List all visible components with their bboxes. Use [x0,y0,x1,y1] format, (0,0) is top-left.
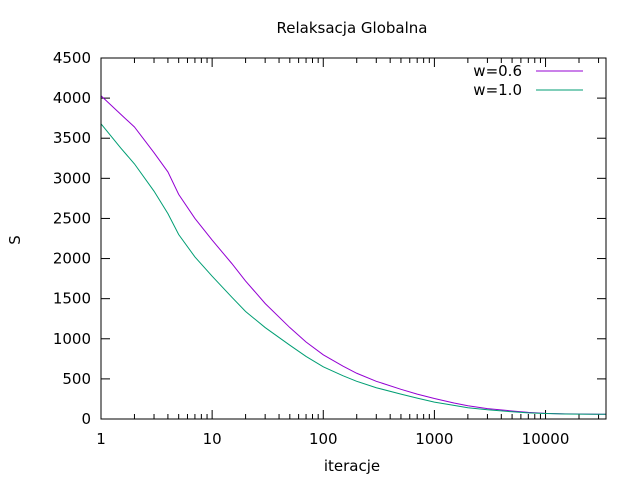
y-axis-label: S [6,235,24,245]
series-group [100,95,606,415]
plot-frame [100,57,607,420]
x-tick-label: 100 [309,430,338,448]
chart-title: Relaksacja Globalna [277,19,428,37]
y-tick-label: 2000 [53,250,91,268]
y-tick-label: 2500 [53,209,91,227]
y-tick-label: 3000 [53,169,91,187]
series-line-1 [100,123,606,415]
y-tick-label: 1000 [53,330,91,348]
x-tick-label: 10000 [522,430,570,448]
series-line-0 [100,95,606,415]
legend-label: w=0.6 [473,62,522,80]
y-tick-label: 4500 [53,49,91,67]
y-tick-label: 4000 [53,89,91,107]
legend-label: w=1.0 [473,81,522,99]
x-tick-label: 10 [203,430,222,448]
x-tick-label: 1 [96,430,106,448]
legend: w=0.6w=1.0 [473,62,583,99]
y-tick-label: 500 [62,370,91,388]
y-tick-label: 1500 [53,290,91,308]
x-tick-label: 1000 [415,430,453,448]
axis-ticks: 0 500 1000 1500 2000 2500 3000 3500 4000 4500 1 10 1… [53,49,606,448]
y-tick-label: 3500 [53,129,91,147]
x-axis-label: iteracje [324,457,380,475]
y-tick-label: 0 [81,410,91,428]
